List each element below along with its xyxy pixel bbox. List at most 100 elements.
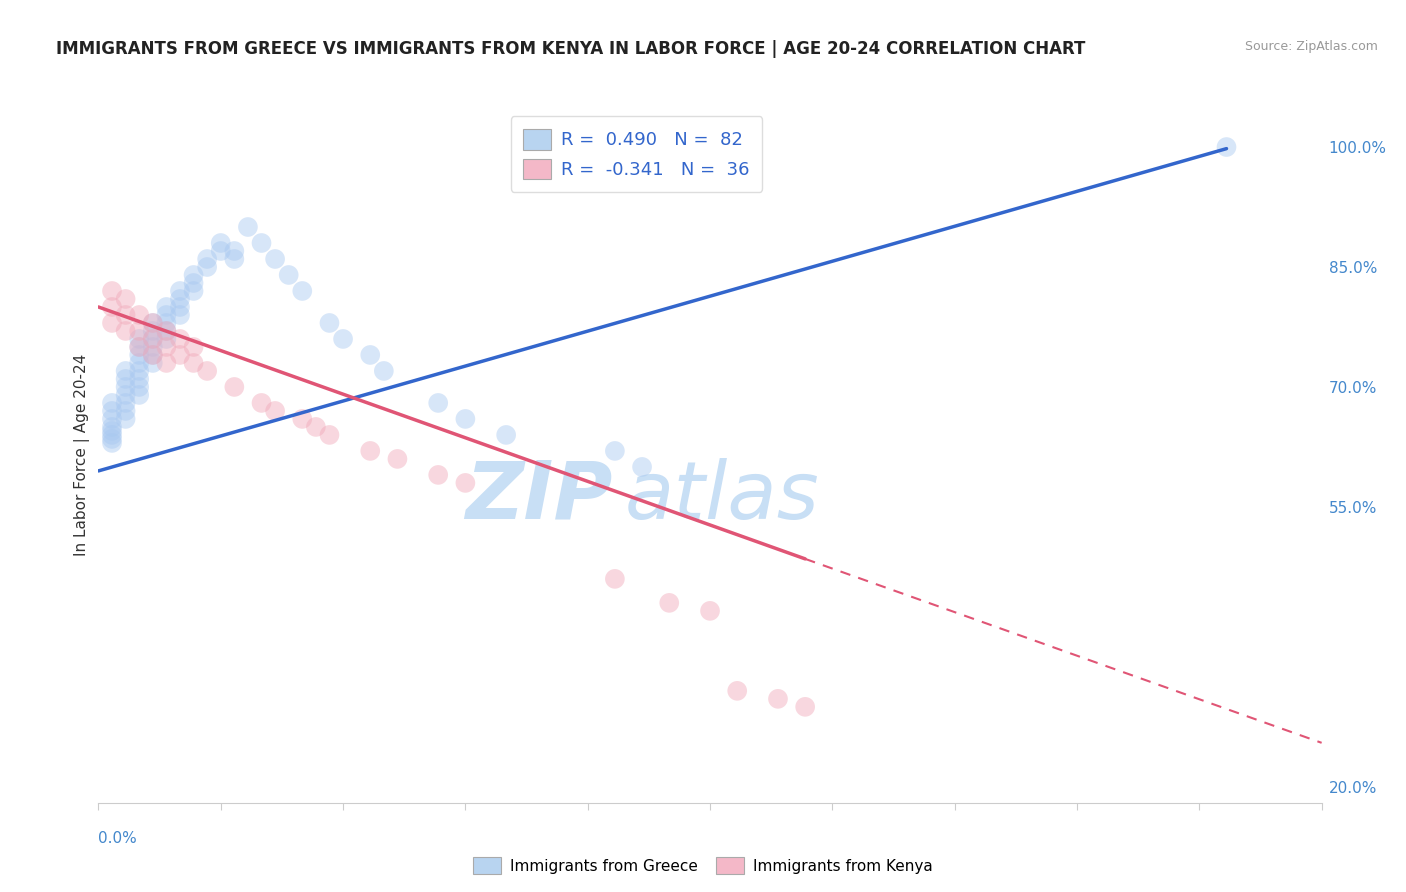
Point: [183, 340, 205, 354]
Point: [169, 348, 191, 362]
Point: [291, 412, 314, 426]
Point: [631, 459, 654, 474]
Point: [114, 324, 136, 338]
Text: atlas: atlas: [624, 458, 820, 536]
Point: [454, 412, 477, 426]
Point: [155, 332, 177, 346]
Point: [699, 604, 721, 618]
Point: [250, 396, 273, 410]
Point: [183, 276, 205, 290]
Point: [142, 332, 165, 346]
Point: [305, 420, 328, 434]
Point: [183, 356, 205, 370]
Point: [359, 348, 381, 362]
Point: [114, 308, 136, 322]
Point: [101, 428, 124, 442]
Point: [114, 292, 136, 306]
Point: [128, 356, 150, 370]
Point: [142, 356, 165, 370]
Point: [155, 324, 177, 338]
Point: [101, 420, 124, 434]
Point: [155, 356, 177, 370]
Point: [264, 404, 287, 418]
Point: [128, 324, 150, 338]
Legend: Immigrants from Greece, Immigrants from Kenya: Immigrants from Greece, Immigrants from …: [467, 851, 939, 880]
Point: [114, 388, 136, 402]
Point: [794, 699, 817, 714]
Point: [169, 300, 191, 314]
Point: [183, 268, 205, 282]
Point: [142, 316, 165, 330]
Point: [114, 380, 136, 394]
Point: [101, 300, 124, 314]
Point: [128, 340, 150, 354]
Text: ZIP: ZIP: [465, 458, 612, 536]
Point: [277, 268, 299, 282]
Point: [169, 332, 191, 346]
Point: [128, 388, 150, 402]
Point: [169, 284, 191, 298]
Point: [766, 691, 789, 706]
Legend: R =  0.490   N =  82, R =  -0.341   N =  36: R = 0.490 N = 82, R = -0.341 N = 36: [510, 116, 762, 192]
Point: [114, 404, 136, 418]
Point: [155, 308, 177, 322]
Point: [155, 324, 177, 338]
Point: [264, 252, 287, 266]
Point: [603, 572, 626, 586]
Point: [387, 451, 409, 466]
Point: [155, 340, 177, 354]
Point: [128, 380, 150, 394]
Point: [155, 300, 177, 314]
Point: [373, 364, 395, 378]
Point: [603, 444, 626, 458]
Point: [128, 348, 150, 362]
Point: [725, 683, 748, 698]
Text: IMMIGRANTS FROM GREECE VS IMMIGRANTS FROM KENYA IN LABOR FORCE | AGE 20-24 CORRE: IMMIGRANTS FROM GREECE VS IMMIGRANTS FRO…: [56, 40, 1085, 58]
Point: [101, 412, 124, 426]
Point: [291, 284, 314, 298]
Point: [209, 244, 232, 258]
Point: [224, 380, 246, 394]
Point: [101, 436, 124, 450]
Point: [224, 244, 246, 258]
Point: [101, 432, 124, 446]
Point: [1215, 140, 1237, 154]
Point: [209, 235, 232, 250]
Point: [114, 396, 136, 410]
Point: [101, 396, 124, 410]
Point: [658, 596, 681, 610]
Point: [142, 348, 165, 362]
Y-axis label: In Labor Force | Age 20-24: In Labor Force | Age 20-24: [75, 354, 90, 556]
Point: [454, 475, 477, 490]
Point: [155, 316, 177, 330]
Point: [142, 340, 165, 354]
Point: [101, 284, 124, 298]
Point: [332, 332, 354, 346]
Point: [128, 332, 150, 346]
Point: [142, 316, 165, 330]
Point: [128, 308, 150, 322]
Text: Source: ZipAtlas.com: Source: ZipAtlas.com: [1244, 40, 1378, 54]
Point: [359, 444, 381, 458]
Point: [224, 252, 246, 266]
Point: [101, 404, 124, 418]
Point: [101, 316, 124, 330]
Point: [250, 235, 273, 250]
Point: [427, 467, 450, 482]
Text: 0.0%: 0.0%: [98, 830, 138, 846]
Point: [495, 428, 517, 442]
Point: [142, 324, 165, 338]
Point: [114, 372, 136, 386]
Point: [142, 332, 165, 346]
Point: [195, 364, 218, 378]
Point: [128, 364, 150, 378]
Point: [236, 219, 259, 234]
Point: [183, 284, 205, 298]
Point: [195, 260, 218, 274]
Point: [101, 424, 124, 438]
Point: [128, 372, 150, 386]
Point: [169, 292, 191, 306]
Point: [142, 348, 165, 362]
Point: [114, 364, 136, 378]
Point: [128, 340, 150, 354]
